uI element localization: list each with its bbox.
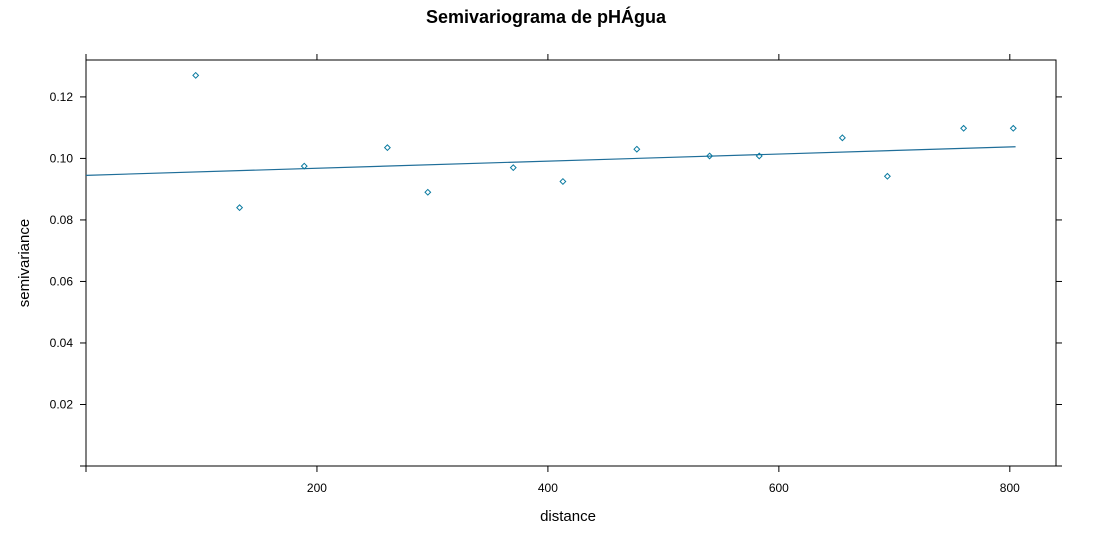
chart-title: Semivariograma de pHÁgua	[426, 6, 667, 27]
tick-labels: 200 400 600 800 0.02 0.04 0.06 0.08 0.10 0.12	[50, 90, 1021, 495]
data-point-9	[755, 152, 763, 160]
data-point-2	[300, 162, 308, 170]
y-tick-label: 0.10	[50, 151, 74, 165]
data-point-7	[633, 145, 641, 153]
y-tick-label: 0.08	[50, 213, 74, 227]
fitted-model-line	[85, 146, 1016, 176]
x-tick-label: 400	[538, 481, 558, 495]
x-tick-label: 200	[307, 481, 327, 495]
axis-ticks	[80, 54, 1062, 472]
x-axis-label: distance	[540, 508, 596, 525]
data-point-10	[838, 134, 846, 142]
y-tick-label: 0.12	[50, 90, 74, 104]
x-tick-label: 600	[769, 481, 789, 495]
data-point-6	[559, 177, 567, 185]
data-point-1	[236, 204, 244, 212]
data-point-8	[706, 152, 714, 160]
data-point-12	[960, 124, 968, 132]
data-point-4	[424, 188, 432, 196]
data-point-11	[883, 172, 891, 180]
plot-frame	[85, 59, 1057, 467]
data-point-5	[509, 164, 517, 172]
data-point-0	[192, 71, 200, 79]
data-point-3	[383, 144, 391, 152]
data-points	[192, 71, 1017, 212]
data-point-13	[1009, 124, 1017, 132]
y-tick-label: 0.04	[50, 336, 74, 350]
fitted-model-line-group	[85, 146, 1016, 176]
y-tick-label: 0.06	[50, 274, 74, 288]
x-tick-label: 800	[1000, 481, 1020, 495]
y-axis-label: semivariance	[16, 219, 33, 307]
y-tick-label: 0.02	[50, 397, 74, 411]
